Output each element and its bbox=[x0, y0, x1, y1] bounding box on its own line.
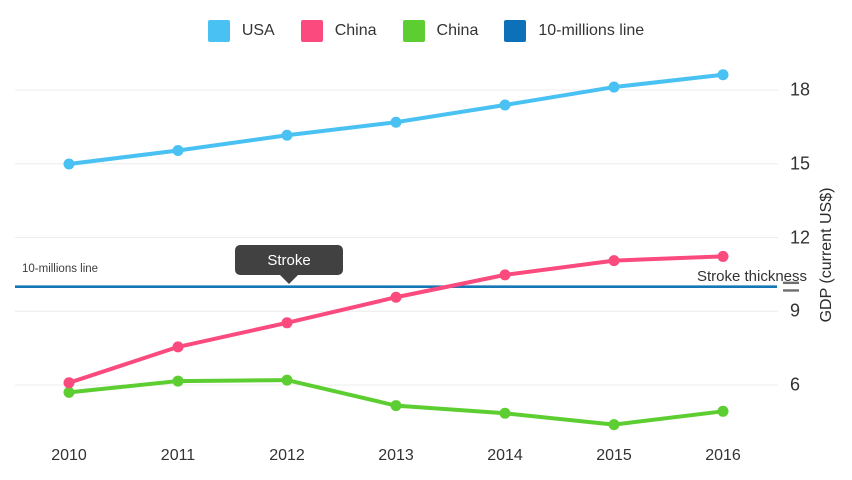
x-tick-label: 2015 bbox=[596, 447, 632, 464]
legend: USA China China 10-millions line bbox=[0, 20, 852, 42]
y-tick-label: 15 bbox=[790, 153, 811, 174]
data-point[interactable] bbox=[608, 419, 620, 431]
y-tick-label: 6 bbox=[790, 374, 801, 395]
stroke-thickness-label: Stroke thickness bbox=[696, 268, 807, 285]
data-point[interactable] bbox=[390, 116, 402, 128]
legend-label-china-green: China bbox=[436, 22, 479, 39]
series-line-china bbox=[67, 254, 725, 385]
legend-label-10-millions-line: 10-millions line bbox=[538, 22, 645, 39]
legend-swatch-china-pink bbox=[300, 20, 323, 42]
data-point[interactable] bbox=[608, 81, 620, 93]
legend-swatch-china-green bbox=[402, 20, 425, 42]
stroke-tooltip: Stroke bbox=[235, 245, 343, 284]
data-point[interactable] bbox=[281, 317, 293, 329]
data-point[interactable] bbox=[172, 144, 184, 156]
legend-item-10-millions-line[interactable]: 10-millions line bbox=[504, 20, 644, 42]
x-tick-label: 2014 bbox=[487, 447, 523, 464]
x-tick-label: 2013 bbox=[378, 447, 414, 464]
data-point[interactable] bbox=[717, 250, 729, 262]
legend-item-usa[interactable]: USA bbox=[207, 20, 275, 42]
stroke-thickness-handle-icon[interactable] bbox=[783, 281, 799, 285]
data-point[interactable] bbox=[281, 129, 293, 141]
data-point[interactable] bbox=[717, 405, 729, 417]
reference-line-label: 10-millions line bbox=[22, 263, 99, 275]
data-point[interactable] bbox=[717, 69, 729, 81]
x-tick-label: 2010 bbox=[51, 447, 87, 464]
data-point[interactable] bbox=[390, 291, 402, 303]
data-point[interactable] bbox=[63, 377, 75, 389]
data-point[interactable] bbox=[390, 400, 402, 412]
x-tick-label: 2011 bbox=[160, 447, 196, 464]
legend-item-china-green[interactable]: China bbox=[402, 20, 479, 42]
legend-swatch-usa bbox=[207, 20, 230, 42]
y-axis-title: GDP (current US$) bbox=[818, 187, 835, 323]
data-point[interactable] bbox=[499, 269, 511, 281]
y-tick-label: 9 bbox=[790, 300, 801, 321]
y-tick-label: 12 bbox=[790, 227, 811, 247]
stroke-tooltip-text: Stroke bbox=[267, 251, 311, 269]
data-point[interactable] bbox=[499, 407, 511, 419]
data-point[interactable] bbox=[608, 255, 620, 267]
legend-label-china-pink: China bbox=[334, 22, 377, 39]
legend-item-china-pink[interactable]: China bbox=[300, 20, 377, 42]
x-tick-label: 2012 bbox=[269, 447, 305, 464]
stroke-thickness-handle-icon[interactable] bbox=[783, 289, 799, 292]
data-point[interactable] bbox=[63, 158, 75, 170]
data-point[interactable] bbox=[172, 375, 184, 387]
data-point[interactable] bbox=[172, 341, 184, 353]
tooltip-arrow-icon bbox=[280, 275, 298, 284]
data-point[interactable] bbox=[63, 386, 75, 398]
legend-label-usa: USA bbox=[241, 22, 275, 39]
y-tick-label: 18 bbox=[790, 79, 811, 100]
x-tick-label: 2016 bbox=[705, 447, 741, 464]
data-point[interactable] bbox=[281, 374, 293, 386]
data-point[interactable] bbox=[499, 99, 511, 111]
legend-swatch-10-millions-line bbox=[504, 20, 527, 42]
